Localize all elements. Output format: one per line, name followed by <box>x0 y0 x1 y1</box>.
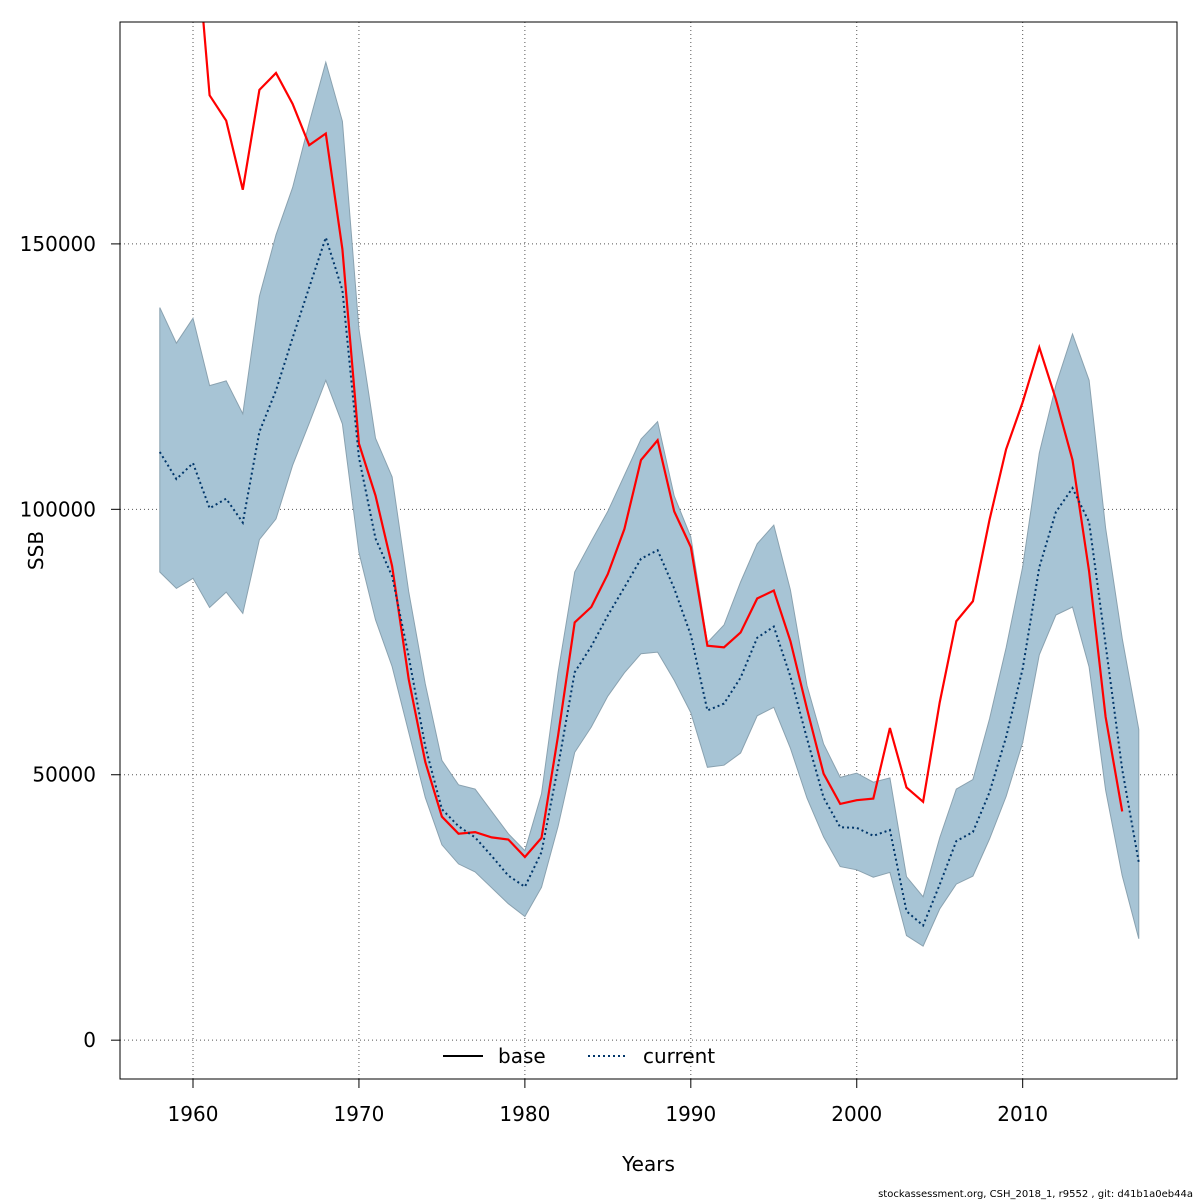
x-axis-title: Years <box>621 1152 675 1176</box>
series-line-current <box>158 234 1140 928</box>
x-tick-label: 2000 <box>831 1102 882 1126</box>
y-axis-title: SSB <box>24 531 48 570</box>
series-layer <box>158 22 1140 928</box>
legend-label-current: current <box>643 1044 715 1068</box>
x-tick-label: 1960 <box>168 1102 219 1126</box>
series-line-base <box>202 22 1124 859</box>
y-tick-label: 50000 <box>32 763 96 787</box>
confidence-band-layer <box>159 60 1140 947</box>
legend-label-base: base <box>498 1044 546 1068</box>
confidence-band <box>159 60 1140 947</box>
x-tick-label: 1990 <box>665 1102 716 1126</box>
x-tick-label: 1970 <box>333 1102 384 1126</box>
y-tick-label: 0 <box>83 1028 96 1052</box>
y-tick-label: 150000 <box>20 232 96 256</box>
footer-credit: stockassessment.org, CSH_2018_1, r9552 ,… <box>878 1189 1193 1200</box>
legend: base current <box>443 1044 715 1068</box>
y-axis: 0 50000 100000 150000 <box>20 232 121 1052</box>
x-tick-label: 2010 <box>997 1102 1048 1126</box>
x-tick-label: 1980 <box>499 1102 550 1126</box>
y-tick-label: 100000 <box>20 497 96 521</box>
x-axis: 1960 1970 1980 1990 2000 2010 <box>168 1078 1048 1126</box>
